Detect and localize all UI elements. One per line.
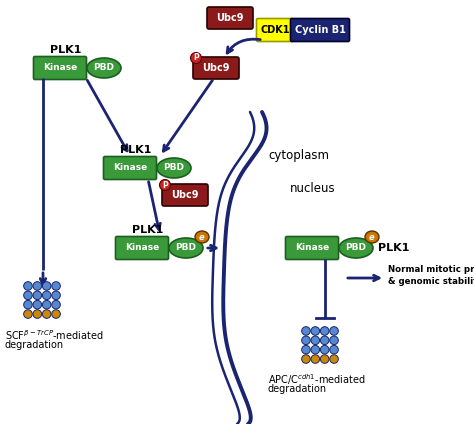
Ellipse shape [159, 179, 171, 190]
Circle shape [24, 282, 32, 290]
Circle shape [311, 336, 319, 345]
Circle shape [52, 310, 60, 318]
Circle shape [33, 282, 42, 290]
Circle shape [301, 336, 310, 345]
Ellipse shape [169, 238, 203, 258]
FancyBboxPatch shape [116, 237, 168, 259]
Circle shape [42, 291, 51, 300]
Text: Ubc9: Ubc9 [171, 190, 199, 200]
Circle shape [52, 282, 60, 290]
Circle shape [42, 282, 51, 290]
Circle shape [24, 310, 32, 318]
FancyBboxPatch shape [103, 156, 156, 179]
Ellipse shape [87, 58, 121, 78]
Text: Ubc9: Ubc9 [216, 13, 244, 23]
FancyBboxPatch shape [34, 56, 86, 80]
Ellipse shape [339, 238, 373, 258]
Text: Cyclin B1: Cyclin B1 [294, 25, 346, 35]
Circle shape [33, 291, 42, 300]
Circle shape [311, 346, 319, 354]
Text: nucleus: nucleus [290, 181, 336, 195]
Circle shape [301, 346, 310, 354]
Text: e: e [199, 232, 205, 242]
Text: CDK1: CDK1 [260, 25, 290, 35]
FancyBboxPatch shape [285, 237, 338, 259]
FancyBboxPatch shape [193, 57, 239, 79]
Circle shape [42, 300, 51, 309]
Text: PLK1: PLK1 [132, 225, 164, 235]
Circle shape [301, 326, 310, 335]
Text: PLK1: PLK1 [50, 45, 82, 55]
Circle shape [320, 326, 329, 335]
Text: degradation: degradation [268, 384, 327, 394]
FancyBboxPatch shape [207, 7, 253, 29]
Circle shape [52, 291, 60, 300]
Text: cytoplasm: cytoplasm [268, 148, 329, 162]
Ellipse shape [365, 231, 379, 243]
Circle shape [330, 346, 338, 354]
Circle shape [311, 355, 319, 363]
FancyBboxPatch shape [291, 19, 349, 42]
Ellipse shape [191, 53, 201, 64]
Text: PBD: PBD [175, 243, 197, 253]
Circle shape [24, 300, 32, 309]
Text: P: P [162, 181, 168, 190]
Text: PBD: PBD [346, 243, 366, 253]
Circle shape [320, 336, 329, 345]
Text: degradation: degradation [5, 340, 64, 350]
Circle shape [301, 355, 310, 363]
Circle shape [42, 310, 51, 318]
Text: Kinase: Kinase [113, 164, 147, 173]
Ellipse shape [157, 158, 191, 178]
Circle shape [320, 355, 329, 363]
Text: Kinase: Kinase [125, 243, 159, 253]
FancyBboxPatch shape [256, 19, 293, 42]
Text: e: e [369, 232, 375, 242]
Text: PLK1: PLK1 [120, 145, 152, 155]
Circle shape [33, 310, 42, 318]
Circle shape [33, 300, 42, 309]
Text: APC/C$^{cdh1}$-mediated: APC/C$^{cdh1}$-mediated [268, 372, 365, 387]
Circle shape [24, 291, 32, 300]
Text: PBD: PBD [164, 164, 184, 173]
FancyBboxPatch shape [162, 184, 208, 206]
Circle shape [330, 355, 338, 363]
Text: Kinase: Kinase [295, 243, 329, 253]
Text: PBD: PBD [93, 64, 115, 73]
Circle shape [311, 326, 319, 335]
Circle shape [320, 346, 329, 354]
Text: & genomic stability: & genomic stability [388, 277, 474, 287]
Text: Kinase: Kinase [43, 64, 77, 73]
Text: PLK1: PLK1 [378, 243, 410, 253]
Circle shape [330, 326, 338, 335]
Ellipse shape [195, 231, 209, 243]
Text: Ubc9: Ubc9 [202, 63, 230, 73]
Text: P: P [193, 53, 199, 62]
Circle shape [330, 336, 338, 345]
Text: Normal mitotic progression: Normal mitotic progression [388, 265, 474, 274]
Circle shape [52, 300, 60, 309]
Text: SCF$^{\beta-TrCP}$-mediated: SCF$^{\beta-TrCP}$-mediated [5, 328, 103, 342]
